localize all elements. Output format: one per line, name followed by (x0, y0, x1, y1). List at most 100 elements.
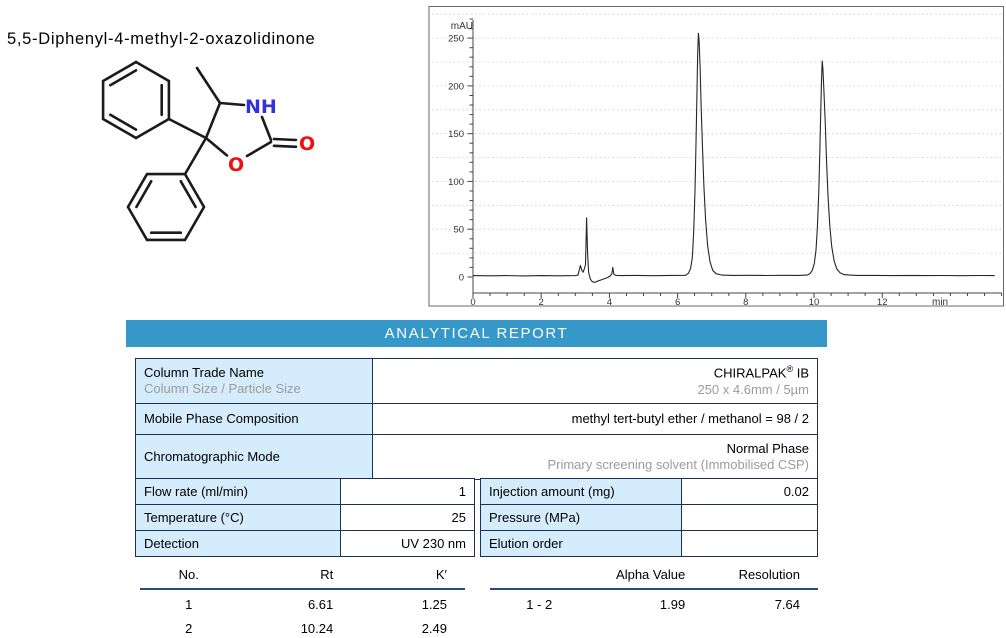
y-tick-label: 0 (459, 273, 464, 284)
detection-label-cell: Detection (135, 530, 341, 557)
table-row: Temperature (°C) 25 (135, 504, 475, 531)
x-tick-label: 4 (607, 297, 612, 307)
flow-rate-label-cell: Flow rate (ml/min) (135, 478, 341, 505)
chromatogram-trace (472, 32, 995, 283)
y-tick-label: 250 (448, 34, 464, 45)
chart-grid-and-ticks: 0 50 100 150 200 250 0 2 4 6 8 10 12 (432, 13, 1003, 307)
x-tick-label: 6 (675, 297, 680, 307)
peak-rt: 6.61 (307, 597, 334, 612)
bond (260, 115, 273, 142)
pressure-value-cell (681, 504, 818, 531)
x-tick-label: 0 (470, 297, 475, 307)
separation-results-table: Alpha Value Resolution 1 - 2 1.99 7.64 (490, 565, 818, 614)
elution-order-label-cell: Elution order (480, 530, 682, 557)
value-line: CHIRALPAK® IB (381, 364, 809, 382)
table-header-row: Alpha Value Resolution (490, 565, 818, 590)
column-info-table: Column Trade Name Column Size / Particle… (135, 358, 818, 480)
bond-carbonyl (272, 144, 298, 149)
bond (218, 101, 246, 107)
molecule-structure: NH O O (101, 60, 315, 242)
mobile-phase-value-cell: methyl tert-butyl ether / methanol = 98 … (372, 403, 818, 435)
conditions-table-left: Flow rate (ml/min) 1 Temperature (°C) 25… (135, 478, 475, 557)
report-header-title: ANALYTICAL REPORT (384, 325, 569, 342)
chart-border (428, 6, 1004, 307)
label-subline: Column Size / Particle Size (144, 381, 301, 396)
report-header-bar: ANALYTICAL REPORT (126, 320, 827, 347)
value-text: CHIRALPAK (713, 365, 787, 381)
bond (183, 136, 208, 176)
detection-value-cell: UV 230 nm (340, 530, 475, 557)
peak-results-table: No. Rt K′ 1 6.61 1.25 2 10.24 2.49 (140, 565, 465, 638)
phenyl-ring-bottom (126, 172, 206, 242)
bond-methyl (195, 66, 222, 105)
table-row: Detection UV 230 nm (135, 530, 475, 557)
bond (167, 117, 208, 140)
bond (179, 180, 197, 209)
resolution-value: 7.64 (774, 597, 800, 612)
registered-mark: ® (786, 364, 794, 375)
bond (245, 140, 273, 158)
y-tick-label: 200 (448, 81, 464, 92)
nitrogen-label: NH (245, 96, 277, 118)
injection-amount-label-cell: Injection amount (mg) (480, 478, 682, 505)
table-row: Mobile Phase Composition methyl tert-but… (135, 403, 818, 435)
header-rt: Rt (237, 565, 352, 590)
bond (204, 101, 222, 140)
pressure-label-cell: Pressure (MPa) (480, 504, 682, 531)
flow-rate-value-cell: 1 (340, 478, 475, 505)
y-tick-label: 100 (448, 177, 464, 188)
table-row: 2 10.24 2.49 (140, 614, 465, 638)
peak-rt: 10.24 (300, 621, 334, 636)
bond (135, 180, 153, 209)
table-header-row: No. Rt K′ (140, 565, 465, 590)
table-row: Flow rate (ml/min) 1 (135, 478, 475, 505)
value-subline: Primary screening solvent (Immobilised C… (547, 457, 809, 472)
table-row: Pressure (MPa) (480, 504, 818, 531)
header-kprime: K′ (351, 565, 465, 590)
bond (109, 113, 138, 131)
carbonyl-oxygen-label: O (299, 133, 315, 155)
temperature-value-cell: 25 (340, 504, 475, 531)
table-row: Injection amount (mg) 0.02 (480, 478, 818, 505)
x-tick-label: 8 (743, 297, 748, 307)
bond-group (101, 60, 298, 242)
label-line: Column Trade Name (144, 364, 264, 380)
x-tick-label: 2 (539, 297, 544, 307)
peak-pair: 1 - 2 (526, 597, 553, 612)
temperature-label-cell: Temperature (°C) (135, 504, 341, 531)
alpha-value: 1.99 (659, 597, 686, 612)
header-alpha: Alpha Value (588, 565, 704, 590)
y-axis-unit: mAU (451, 21, 473, 32)
table-row: Chromatographic Mode Normal Phase Primar… (135, 434, 818, 480)
compound-name: 5,5-Diphenyl-4-methyl-2-oxazolidinone (7, 30, 316, 48)
chromatographic-mode-label-cell: Chromatographic Mode (135, 434, 373, 480)
table-row: Elution order (480, 530, 818, 557)
y-tick-label: 50 (453, 225, 464, 236)
peak-kprime: 1.25 (421, 597, 447, 612)
peak-no: 2 (185, 621, 193, 636)
value-subline: 250 x 4.6mm / 5µm (697, 381, 809, 397)
elution-order-value-cell (681, 530, 818, 557)
column-trade-name-value-cell: CHIRALPAK® IB 250 x 4.6mm / 5µm (372, 358, 818, 404)
table-row: Column Trade Name Column Size / Particle… (135, 358, 818, 404)
phenyl-ring-top (101, 60, 171, 140)
peak-no: 1 (185, 597, 193, 612)
chromatogram-chart: 0 50 100 150 200 250 0 2 4 6 8 10 12 mAU min (428, 6, 1004, 307)
ring-oxygen-label: O (228, 154, 244, 176)
value-line: Normal Phase (726, 440, 809, 456)
header-pair (490, 565, 589, 590)
injection-amount-value-cell: 0.02 (681, 478, 818, 505)
header-resolution: Resolution (703, 565, 818, 590)
table-row: 1 - 2 1.99 7.64 (490, 589, 818, 614)
mobile-phase-label-cell: Mobile Phase Composition (135, 403, 373, 435)
header-no: No. (140, 565, 238, 590)
bond (204, 136, 229, 157)
value-suffix: IB (793, 365, 809, 381)
bond-carbonyl (272, 137, 298, 142)
peak-kprime: 2.49 (421, 621, 447, 636)
chromatographic-mode-value-cell: Normal Phase Primary screening solvent (… (372, 434, 818, 480)
x-tick-label: 12 (877, 297, 888, 307)
y-tick-label: 150 (448, 129, 464, 140)
bond (109, 69, 138, 87)
x-axis-unit: min (932, 297, 948, 307)
